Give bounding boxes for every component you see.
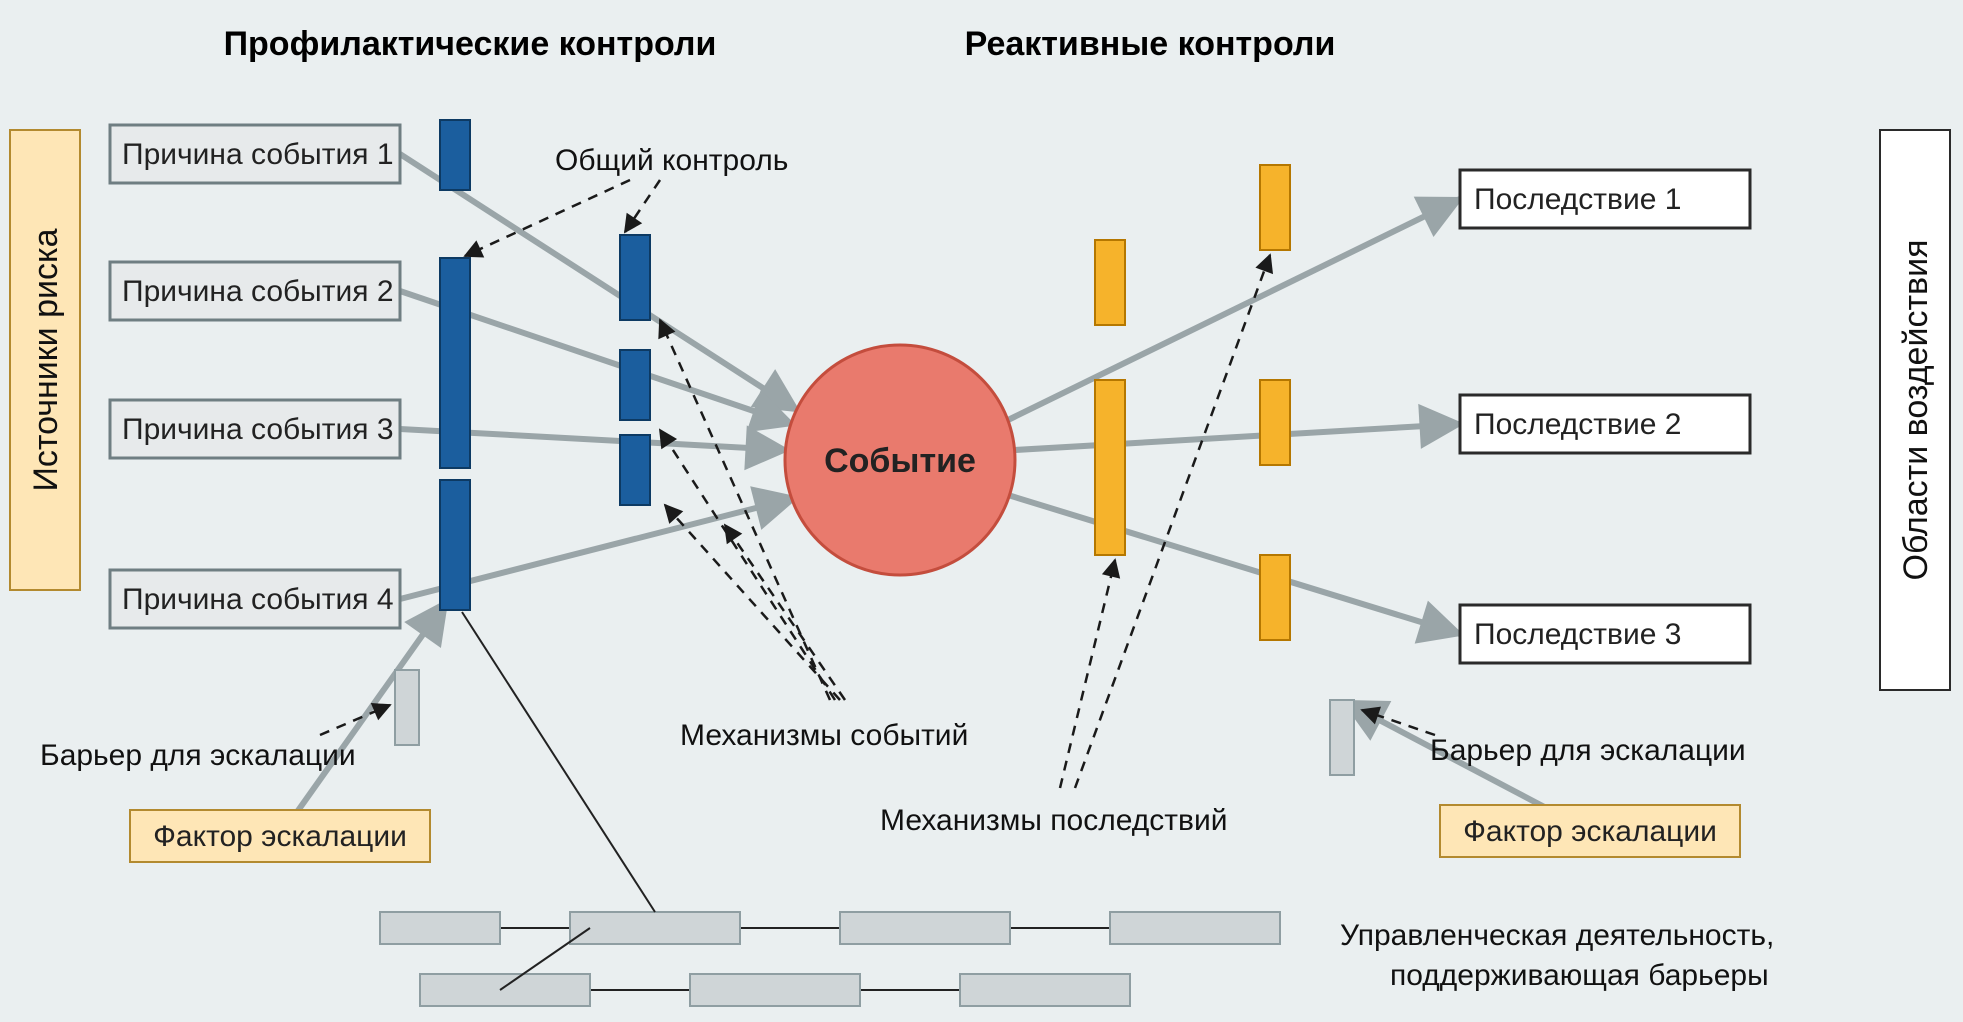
label-barrier-right: Барьер для эскалации — [1430, 734, 1746, 767]
mgmt-activity — [840, 912, 1010, 944]
label-mgmt-1: Управленческая деятельность, — [1340, 919, 1774, 952]
bow-tie-diagram: Профилактические контроли Реактивные конт… — [0, 0, 1963, 1022]
escalation-barrier — [395, 670, 419, 745]
title-preventive: Профилактические контроли — [224, 25, 717, 63]
consequence-label: Последствие 3 — [1474, 618, 1681, 651]
escalation-factor-label: Фактор эскалации — [153, 820, 407, 853]
consequence-label: Последствие 1 — [1474, 183, 1681, 216]
cause-label: Причина события 2 — [122, 275, 394, 308]
mgmt-activity — [570, 912, 740, 944]
mgmt-activity — [1110, 912, 1280, 944]
title-reactive: Реактивные контроли — [965, 25, 1336, 63]
reactive-control — [1260, 555, 1290, 640]
preventive-control — [620, 235, 650, 320]
impacts-label: Области воздействия — [1897, 240, 1935, 581]
label-consequence-mechanisms: Механизмы последствий — [880, 804, 1227, 837]
reactive-control — [1260, 380, 1290, 465]
consequence-label: Последствие 2 — [1474, 408, 1681, 441]
mgmt-activity — [690, 974, 860, 1006]
preventive-control — [620, 435, 650, 505]
preventive-control — [440, 258, 470, 468]
preventive-control — [440, 120, 470, 190]
cause-label: Причина события 4 — [122, 583, 394, 616]
label-barrier-left: Барьер для эскалации — [40, 739, 356, 772]
label-common-control: Общий контроль — [555, 144, 788, 177]
mgmt-activity — [960, 974, 1130, 1006]
mgmt-activity — [420, 974, 590, 1006]
preventive-control — [620, 350, 650, 420]
label-mgmt-2: поддерживающая барьеры — [1390, 959, 1769, 992]
cause-label: Причина события 1 — [122, 138, 394, 171]
reactive-control — [1095, 380, 1125, 555]
cause-label: Причина события 3 — [122, 413, 394, 446]
event-label: Событие — [824, 442, 976, 480]
reactive-control — [1260, 165, 1290, 250]
escalation-factor-label: Фактор эскалации — [1463, 815, 1717, 848]
preventive-control — [440, 480, 470, 610]
mgmt-activity — [380, 912, 500, 944]
sources-label: Источники риска — [27, 228, 65, 491]
label-event-mechanisms: Механизмы событий — [680, 719, 968, 752]
escalation-barrier — [1330, 700, 1354, 775]
reactive-control — [1095, 240, 1125, 325]
